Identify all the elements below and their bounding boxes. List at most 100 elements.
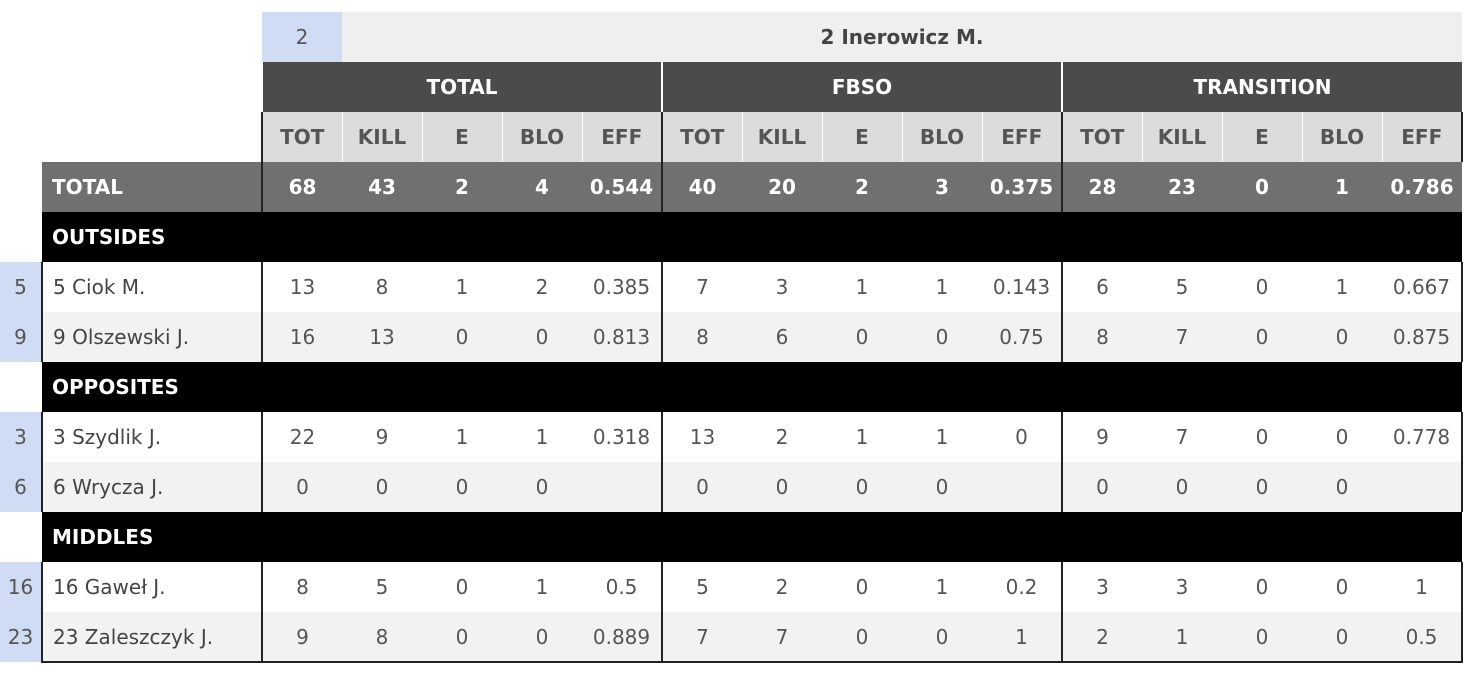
- stat-cell: 5: [661, 562, 742, 612]
- stat-cell: 0.2: [982, 562, 1062, 612]
- stat-cell: 0.889: [582, 612, 662, 663]
- stat-cell: 7: [661, 262, 742, 312]
- stat-cell: 8: [261, 562, 342, 612]
- stat-cell: 8: [342, 262, 422, 312]
- column-header-eff: EFF: [1381, 112, 1463, 162]
- spacer-cell: [0, 362, 42, 412]
- stat-cell: 0: [1222, 562, 1302, 612]
- stat-cell: 0: [1222, 412, 1302, 462]
- stat-cell: 5: [342, 562, 422, 612]
- stat-cell: 5: [1142, 262, 1222, 312]
- stat-cell: 0: [1302, 462, 1382, 512]
- setter-name: 2 Inerowicz M.: [342, 12, 1462, 62]
- stat-cell: 0: [422, 312, 502, 362]
- stat-cell: 0: [822, 312, 902, 362]
- stat-cell: 0.385: [582, 262, 662, 312]
- stat-cell: 0: [902, 462, 982, 512]
- stat-cell: 0: [1302, 612, 1382, 663]
- stat-cell: 1: [822, 412, 902, 462]
- stat-cell: 1: [902, 412, 982, 462]
- stat-cell: 0.667: [1382, 262, 1463, 312]
- group-header-row: TOTAL FBSO TRANSITION: [0, 62, 1462, 112]
- stat-cell: 1: [902, 562, 982, 612]
- player-name: 6 Wrycza J.: [41, 462, 262, 512]
- player-row: 23 23 Zaleszczyk J. 9 8 0 0 0.889 7 7 0 0 1 2 1 0 0 0.5: [0, 612, 1463, 663]
- total-cell: 0.544: [582, 162, 662, 212]
- stat-cell: 0.5: [582, 562, 662, 612]
- stat-cell: 0: [502, 612, 582, 663]
- stat-cell: 1: [982, 612, 1062, 663]
- stat-cell: 0: [902, 612, 982, 663]
- column-header-row: TOT KILL E BLO EFF TOT KILL E BLO EFF TOT KILL E BLO E…: [0, 112, 1463, 162]
- total-cell: 0.786: [1382, 162, 1462, 212]
- stat-cell: 0.813: [582, 312, 662, 362]
- player-number: 5: [0, 262, 42, 312]
- stat-cell: 13: [661, 412, 742, 462]
- stat-cell: 1: [502, 412, 582, 462]
- column-header-kill: KILL: [341, 112, 422, 162]
- total-cell: 40: [661, 162, 742, 212]
- column-header-tot: TOT: [261, 112, 342, 162]
- stat-cell: 9: [261, 612, 342, 663]
- stat-cell: 1: [1142, 612, 1222, 663]
- stat-cell: 0.318: [582, 412, 662, 462]
- stat-cell: 0: [1142, 462, 1222, 512]
- stat-cell: 1: [422, 412, 502, 462]
- stat-cell: 0: [422, 612, 502, 663]
- player-number: 6: [0, 462, 42, 512]
- column-header-kill: KILL: [1141, 112, 1222, 162]
- stat-cell: 0: [502, 462, 582, 512]
- column-header-tot: TOT: [661, 112, 742, 162]
- column-header-tot: TOT: [1061, 112, 1142, 162]
- column-header-eff: EFF: [581, 112, 662, 162]
- total-cell: 68: [261, 162, 342, 212]
- stat-cell: 0: [742, 462, 822, 512]
- total-row-label: TOTAL: [42, 162, 262, 212]
- stat-cell: 7: [742, 612, 822, 663]
- stat-cell: 0: [422, 562, 502, 612]
- stat-cell: 7: [1142, 312, 1222, 362]
- column-header-eff: EFF: [981, 112, 1062, 162]
- stat-cell: 2: [742, 562, 822, 612]
- total-cell: 2: [822, 162, 902, 212]
- stat-cell: 0.778: [1382, 412, 1463, 462]
- stat-cell: 6: [742, 312, 822, 362]
- group-header-transition: TRANSITION: [1061, 62, 1462, 112]
- total-cell: 20: [742, 162, 822, 212]
- group-header-fbso: FBSO: [661, 62, 1062, 112]
- category-label: OUTSIDES: [42, 212, 1462, 262]
- stat-cell: 1: [422, 262, 502, 312]
- total-cell: 28: [1061, 162, 1142, 212]
- stat-cell: 2: [742, 412, 822, 462]
- player-name: 16 Gaweł J.: [41, 562, 262, 612]
- group-header-total: TOTAL: [261, 62, 662, 112]
- stat-cell: 0: [342, 462, 422, 512]
- stat-cell: 1: [1382, 562, 1463, 612]
- stat-cell: 0: [1222, 312, 1302, 362]
- stat-cell: 0: [502, 312, 582, 362]
- stat-cell: 0.5: [1382, 612, 1463, 663]
- player-name: 3 Szydlik J.: [41, 412, 262, 462]
- category-row: OPPOSITES: [0, 362, 1462, 412]
- stat-cell: 0: [902, 312, 982, 362]
- stat-cell: 0: [1061, 462, 1142, 512]
- stat-cell: 0.875: [1382, 312, 1463, 362]
- stat-cell: 6: [1061, 262, 1142, 312]
- stat-cell: [1382, 462, 1463, 512]
- category-row: MIDDLES: [0, 512, 1462, 562]
- stat-cell: 0: [1222, 612, 1302, 663]
- total-cell: 3: [902, 162, 982, 212]
- stat-cell: 0: [661, 462, 742, 512]
- stat-cell: 9: [342, 412, 422, 462]
- column-header-kill: KILL: [741, 112, 822, 162]
- column-header-blo: BLO: [501, 112, 582, 162]
- total-cell: 0: [1222, 162, 1302, 212]
- player-name: 9 Olszewski J.: [41, 312, 262, 362]
- stat-cell: 13: [261, 262, 342, 312]
- stat-cell: 0: [261, 462, 342, 512]
- total-cell: 4: [502, 162, 582, 212]
- column-header-e: E: [821, 112, 902, 162]
- category-label: OPPOSITES: [42, 362, 1462, 412]
- stat-cell: 3: [1061, 562, 1142, 612]
- stat-cell: 13: [342, 312, 422, 362]
